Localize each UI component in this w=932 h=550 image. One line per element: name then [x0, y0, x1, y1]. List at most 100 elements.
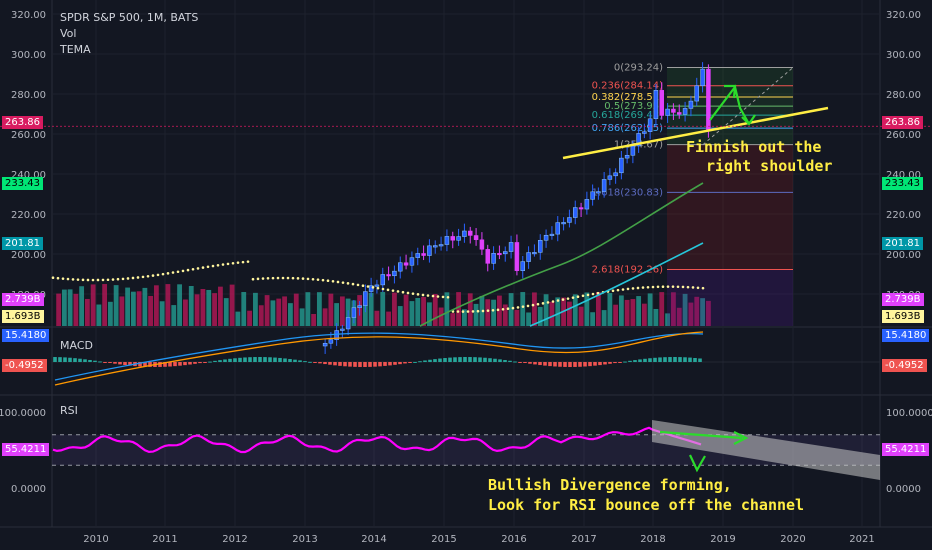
last-price-badge-right: 263.86	[882, 116, 923, 129]
volume-ma-dot	[581, 294, 585, 298]
macd-histogram-bar	[128, 362, 132, 366]
macd-histogram-bar	[258, 357, 262, 362]
macd-histogram-bar	[518, 362, 522, 363]
volume-ma-dot	[656, 285, 660, 289]
volume-ma-dot	[526, 304, 530, 308]
candle-body	[700, 68, 705, 86]
volume-ma-dot	[671, 285, 675, 288]
volume-ma-dot	[91, 278, 95, 282]
volume-bar	[537, 306, 543, 326]
macd-histogram-bar	[553, 362, 557, 367]
macd-histogram-bar	[428, 359, 432, 362]
macd-histogram-bar	[173, 362, 177, 367]
volume-bar	[595, 292, 601, 326]
volume-ma-dot	[416, 293, 420, 296]
volume-ma-dot	[161, 272, 165, 276]
rsi-label[interactable]: RSI	[60, 404, 78, 417]
macd-histogram-bar	[83, 359, 87, 362]
macd-histogram-bar	[93, 360, 97, 362]
y-tick-left: 300.00	[11, 50, 46, 61]
volume-ma-dot	[611, 289, 615, 293]
candle-body	[497, 253, 502, 256]
macd-histogram-bar	[483, 357, 487, 362]
volume-ma-dot	[206, 265, 210, 269]
fib-zone-base	[667, 269, 793, 326]
macd-histogram-bar	[683, 357, 687, 362]
volume-bar	[183, 299, 188, 326]
tema-indicator-label[interactable]: TEMA	[60, 43, 91, 56]
macd-histogram-bar	[243, 357, 247, 362]
volume-ma-dot	[341, 281, 345, 284]
macd-histogram-bar	[678, 357, 682, 362]
fib-retracement[interactable]: 0(293.24) 0.236(284.14)0.382(278.51)0.5(2…	[592, 63, 794, 326]
macd-histogram-bar	[473, 357, 477, 362]
y-tick-right: 240.00	[886, 170, 921, 181]
fib-level-label: 0(293.24)	[614, 63, 663, 74]
macd-histogram-bar	[633, 360, 637, 362]
macd-histogram-bar	[373, 362, 377, 367]
trendlines[interactable]	[0, 84, 932, 160]
volume-ma-dot	[181, 269, 185, 273]
macd-histogram-bar	[558, 362, 562, 367]
candle-body	[665, 108, 670, 116]
volume-ma-dot	[186, 268, 190, 272]
volume-ma-dot	[471, 310, 475, 313]
macd-histogram-bar	[378, 362, 382, 367]
volume-ma-dot	[586, 293, 590, 297]
volume-ma-dot	[426, 294, 430, 297]
fib-zone-lower	[667, 144, 793, 270]
volume-bar	[555, 297, 561, 326]
macd-histogram-bar	[638, 359, 642, 362]
macd-histogram-bar	[328, 362, 332, 365]
volume-ma-dot	[226, 262, 230, 266]
volume-ma-dot	[411, 292, 415, 295]
volume-bar	[508, 293, 514, 326]
candle-body	[363, 291, 368, 306]
volume-bar	[380, 292, 386, 326]
volume-ma-dot	[466, 310, 470, 313]
macd-histogram-bar	[158, 362, 162, 367]
volume-ma-dot	[81, 278, 85, 282]
volume-bar	[276, 298, 282, 326]
volume-bar	[647, 293, 653, 326]
volume-ma-dot	[381, 287, 385, 291]
macd-histogram-bar	[393, 362, 397, 365]
fib-level-label: 2.618(192.26)	[592, 264, 664, 275]
volume-ma-dot	[331, 280, 335, 283]
macd-histogram-bar	[453, 357, 457, 362]
candle-body	[636, 133, 641, 147]
volume-ma-dot	[551, 300, 555, 303]
macd-histogram-bar	[688, 357, 692, 362]
volume-bar	[119, 296, 125, 326]
volume-ma-dot	[686, 285, 690, 289]
candle-body	[380, 274, 385, 286]
volume-ma-dot	[256, 277, 260, 281]
volume-ma-dot	[191, 267, 195, 271]
candle-body	[624, 155, 630, 159]
volume-bar	[706, 300, 711, 326]
volume-ma-dot	[356, 283, 360, 287]
macd-histogram-bar	[543, 362, 547, 366]
volume-bar	[485, 299, 491, 326]
volume-ma-dot	[316, 278, 320, 281]
volume-bar	[253, 292, 258, 326]
volume-ma-dot	[521, 305, 525, 308]
volume-ma-dot	[421, 293, 425, 297]
volume-ma-dot	[681, 285, 685, 289]
volume-bar	[165, 284, 171, 326]
volume-bar	[328, 293, 334, 326]
neckline	[562, 106, 829, 160]
vol-indicator-label[interactable]: Vol	[60, 27, 77, 40]
macd-histogram-bar	[228, 358, 232, 362]
candlesticks	[322, 62, 711, 354]
volume-ma-dot	[631, 287, 635, 290]
x-tick-label: 2021	[849, 534, 874, 545]
macd-histogram-bar	[693, 357, 697, 362]
macd-histogram-bar	[493, 358, 497, 362]
y-tick-right: 220.00	[886, 210, 921, 221]
macd-histogram-bar	[388, 362, 392, 366]
volume-bar	[450, 313, 456, 326]
macd-label[interactable]: MACD	[60, 339, 93, 352]
volume-bar	[90, 284, 96, 326]
